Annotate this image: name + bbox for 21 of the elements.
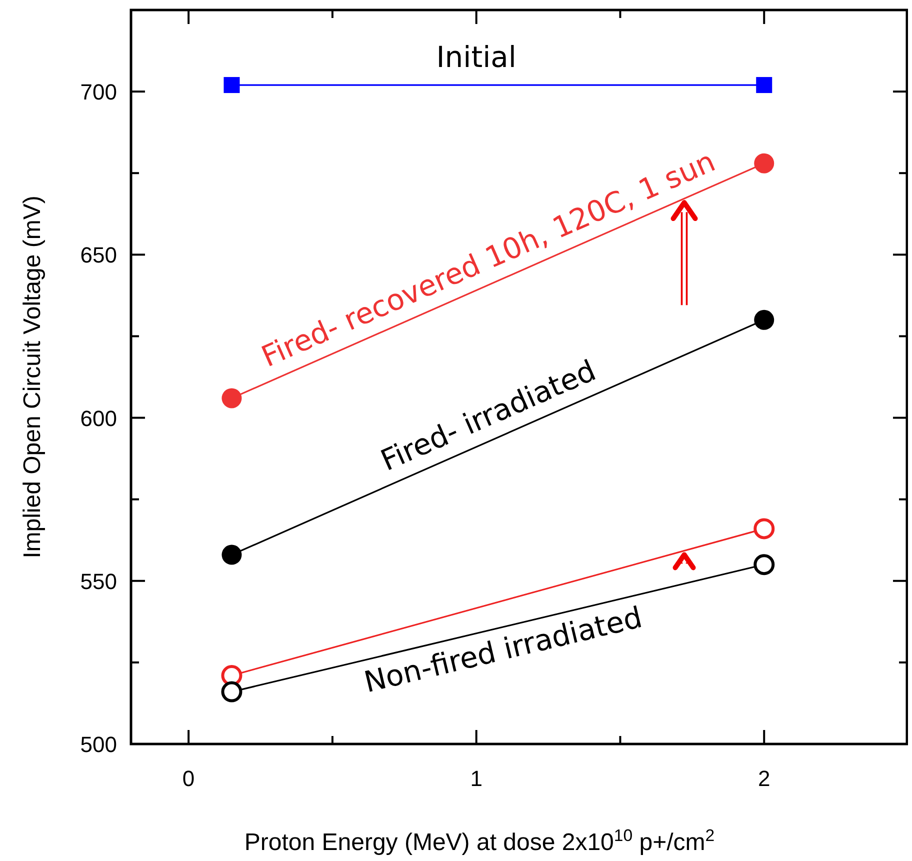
point	[221, 681, 242, 702]
point	[224, 77, 240, 94]
x-tick-label: 0	[182, 766, 195, 791]
y-tick-label: 650	[80, 242, 117, 268]
x-tick-label: 2	[758, 766, 770, 791]
y-tick-label: 500	[80, 732, 117, 757]
point	[754, 554, 775, 576]
y-tick-label: 700	[80, 80, 117, 105]
annotation: Initial	[436, 40, 516, 74]
x-tick-label: 1	[470, 766, 482, 791]
point	[222, 388, 242, 408]
point	[754, 310, 774, 330]
x-axis-title: Proton Energy (MeV) at dose 2x10$^{10}$ p+/cm$^{2}$	[244, 826, 715, 856]
point	[754, 518, 775, 540]
y-tick-label: 550	[80, 568, 117, 594]
point	[756, 77, 772, 94]
point	[221, 664, 242, 686]
y-tick-label: 600	[80, 406, 117, 431]
y-axis-title: Implied Open Circuit Voltage (mV)	[19, 196, 46, 558]
point	[222, 544, 242, 565]
point	[754, 153, 774, 174]
